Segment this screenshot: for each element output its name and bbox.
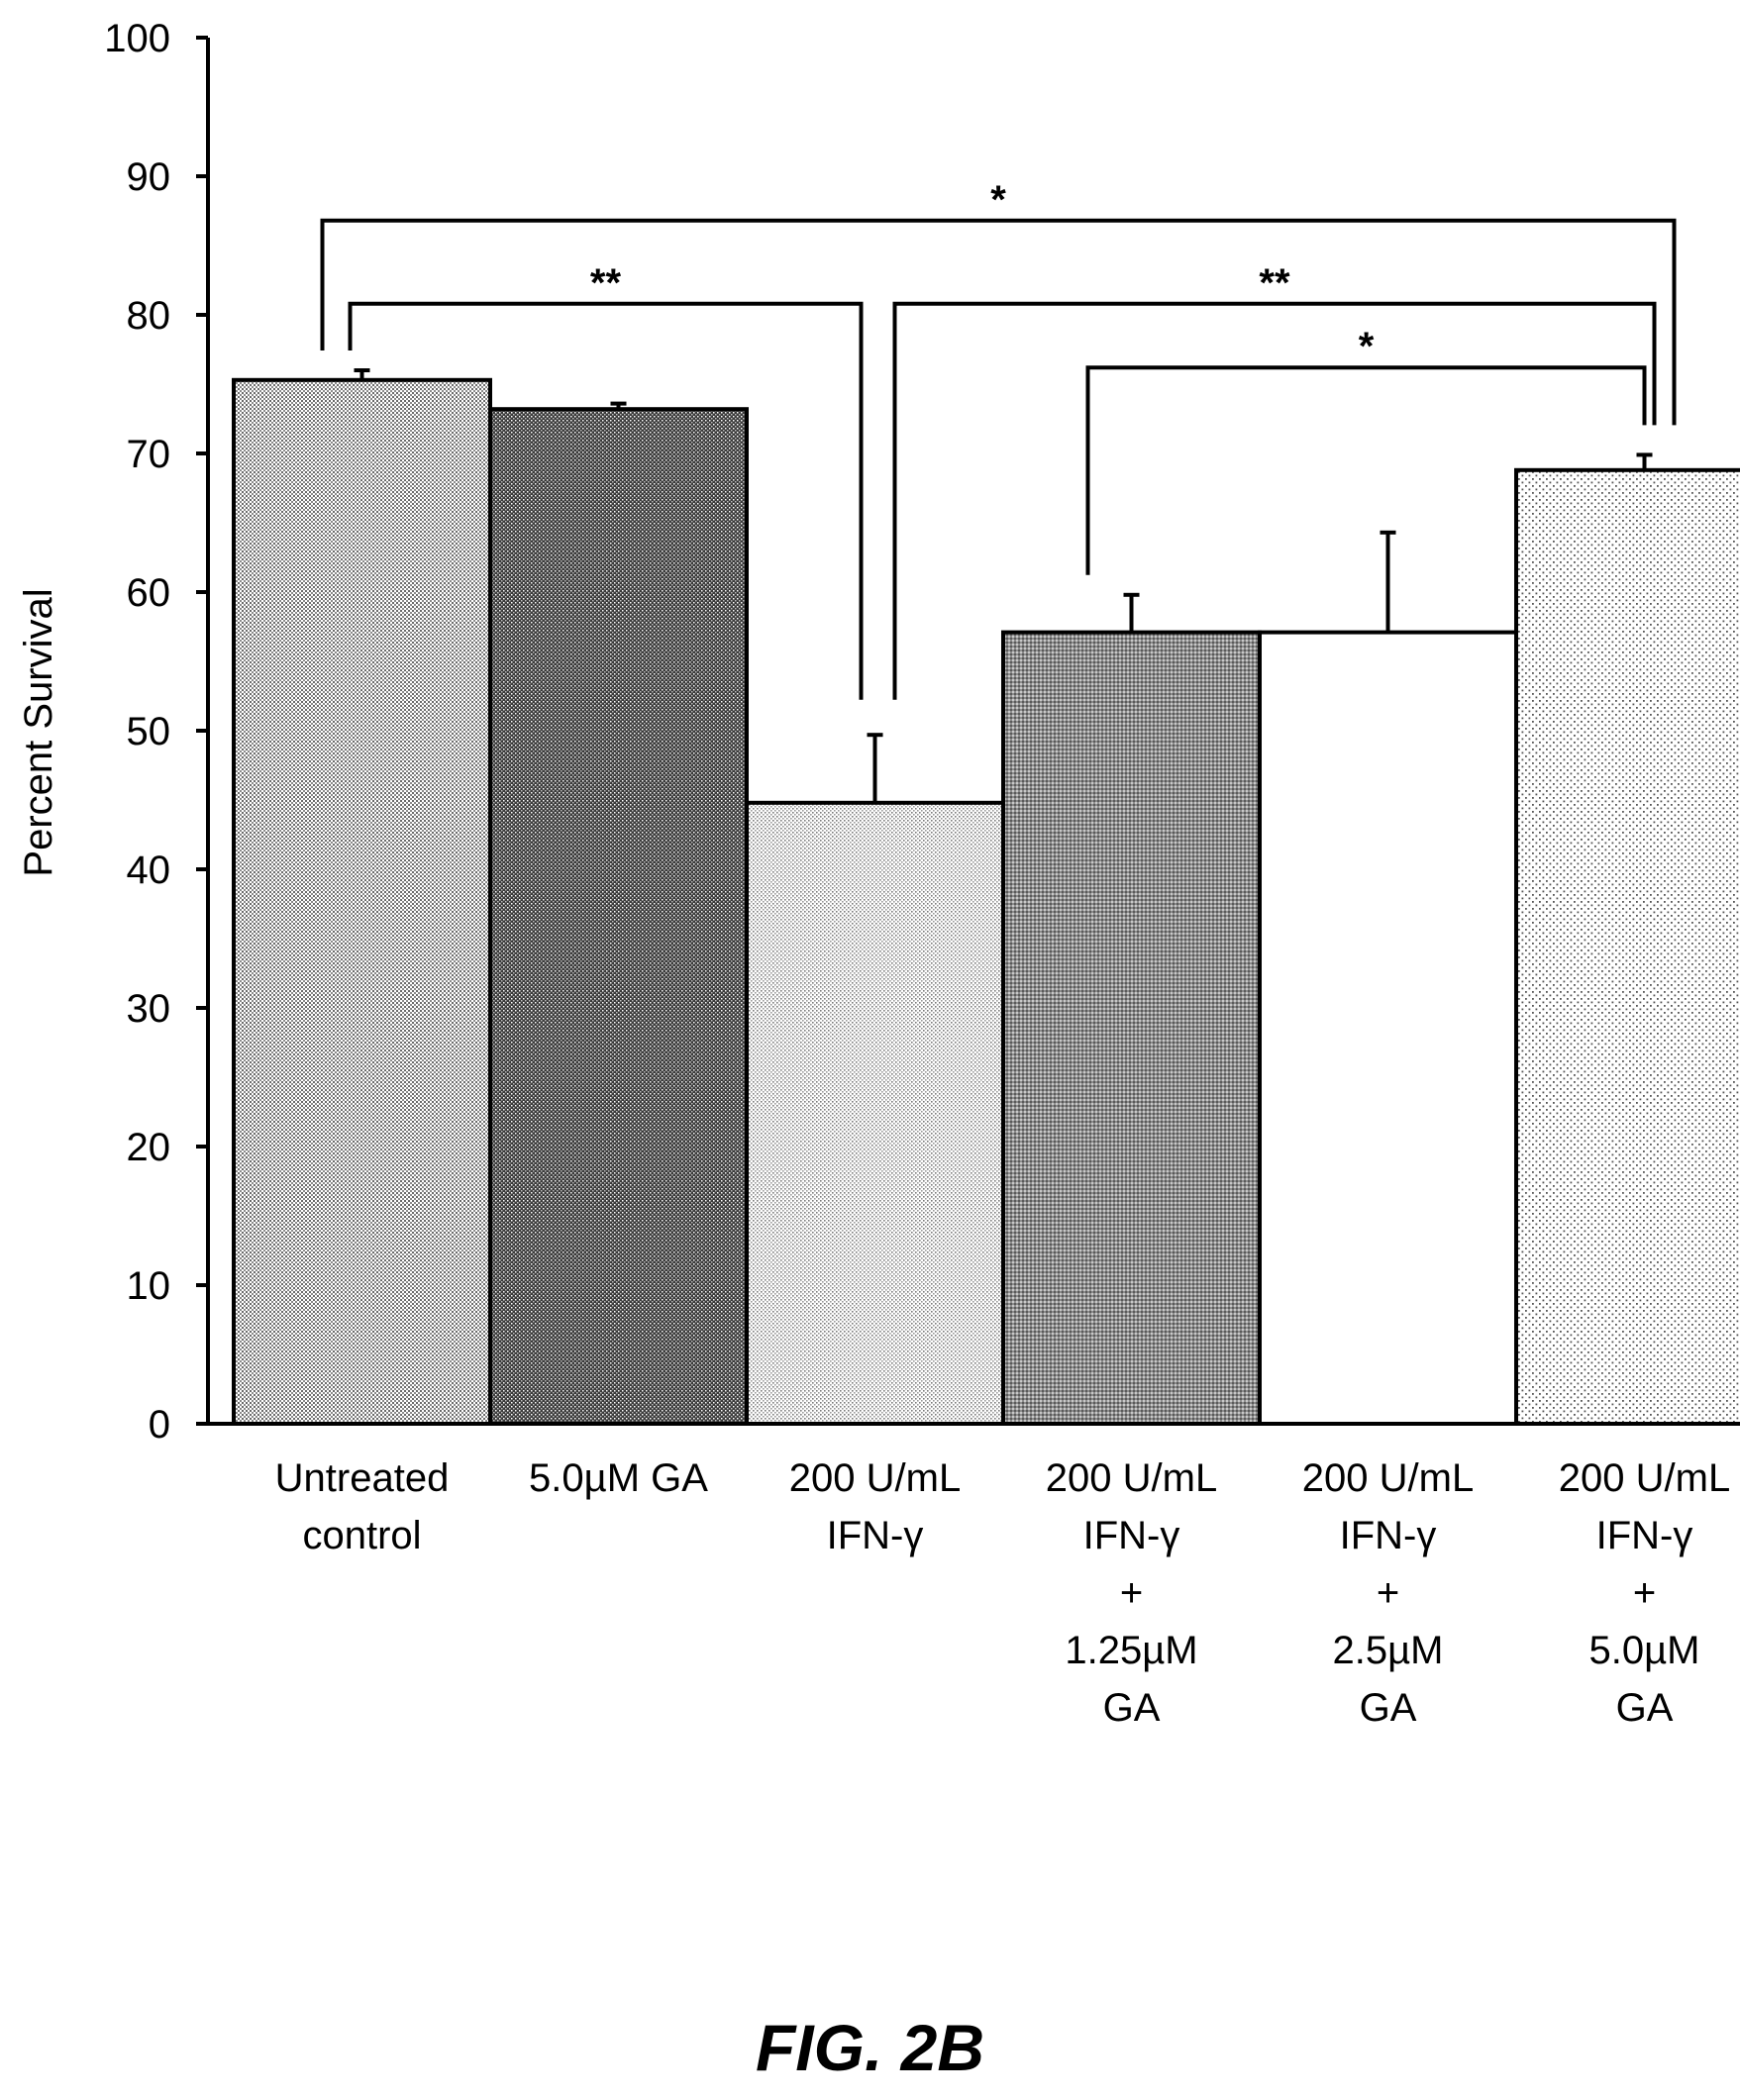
significance-brackets: *** *** (320, 178, 1677, 700)
x-tick-label: 200 U/mL IFN-γ +1.25µM GA (1046, 1456, 1217, 1730)
x-tick-label: 200 U/mL IFN-γ +5.0µM GA (1559, 1456, 1730, 1730)
bar (232, 377, 492, 1426)
significance-bracket (892, 301, 1657, 700)
x-tick-label: 5.0µM GA (529, 1456, 708, 1500)
significance-label: ** (1259, 261, 1290, 305)
bar (1514, 467, 1740, 1426)
y-axis-label: Percent Survival (17, 588, 60, 876)
y-tick-label: 40 (127, 849, 171, 892)
y-tick-label: 30 (127, 987, 171, 1031)
y-axis-ticks: 0 10 20 30 40 50 60 70 80 90 100 (104, 17, 208, 1447)
significance-label: * (990, 178, 1006, 222)
bar (745, 800, 1005, 1426)
significance-bracket (1085, 365, 1647, 575)
figure-caption: FIG. 2B (755, 2011, 985, 2084)
bar (488, 407, 749, 1427)
y-tick-label: 80 (127, 294, 171, 338)
y-tick-label: 0 (149, 1403, 170, 1447)
bars (232, 377, 1740, 1427)
bar (1258, 630, 1518, 1426)
error-bars (354, 368, 1653, 803)
significance-label: * (1359, 325, 1375, 368)
y-tick-label: 90 (127, 155, 171, 199)
y-tick-label: 100 (104, 17, 170, 60)
x-axis-labels: Untreated control 5.0µM GA 200 U/mL IFN-γ 200… (275, 1456, 1731, 1730)
x-tick-label: 200 U/mL IFN-γ (789, 1456, 961, 1557)
significance-bracket (320, 218, 1677, 426)
significance-bracket (348, 301, 864, 700)
y-tick-label: 60 (127, 571, 171, 615)
y-tick-label: 50 (127, 710, 171, 753)
y-tick-label: 70 (127, 433, 171, 476)
y-tick-label: 20 (127, 1126, 171, 1169)
y-tick-label: 10 (127, 1264, 171, 1308)
bar (1001, 630, 1262, 1426)
significance-label: ** (590, 261, 622, 305)
x-tick-label: 200 U/mL IFN-γ +2.5µM GA (1302, 1456, 1474, 1730)
x-tick-label: Untreated control (275, 1456, 450, 1557)
